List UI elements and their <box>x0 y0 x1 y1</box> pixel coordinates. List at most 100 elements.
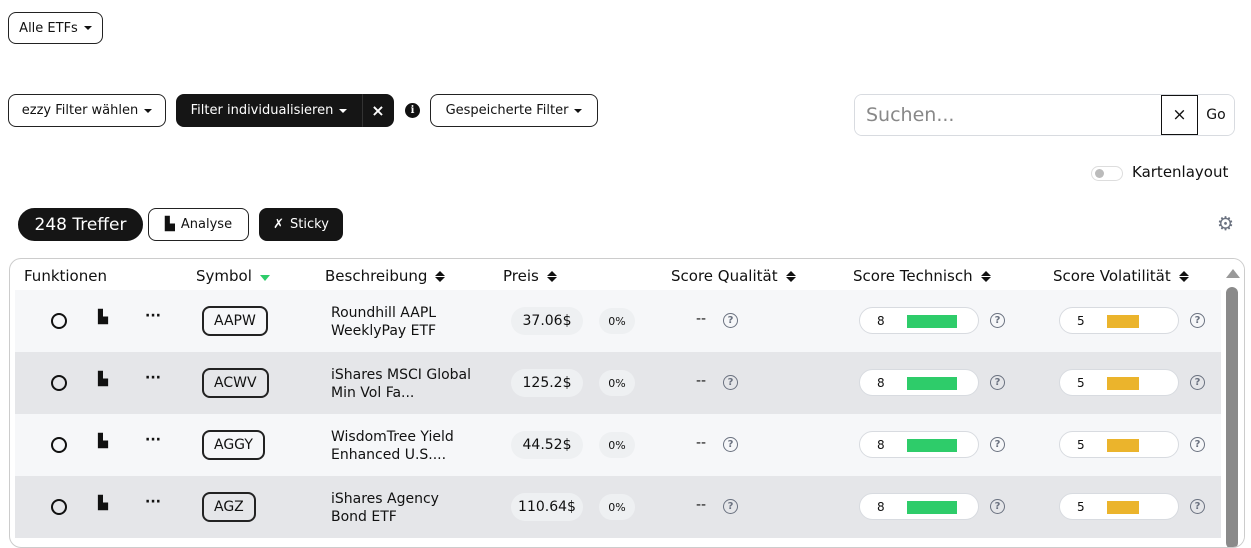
symbol-badge[interactable]: ACWV <box>202 368 269 398</box>
help-icon[interactable]: ? <box>1190 499 1205 514</box>
more-icon[interactable]: ··· <box>145 370 161 386</box>
result-count: 248 Treffer <box>18 208 143 241</box>
help-icon[interactable]: ? <box>1190 313 1205 328</box>
clear-filter-button[interactable]: × <box>362 94 394 127</box>
score-quality: -- <box>696 373 707 389</box>
score-ring-icon[interactable] <box>51 499 67 515</box>
card-layout-toggle[interactable] <box>1091 166 1123 181</box>
info-icon[interactable]: i <box>405 103 420 118</box>
sort-asc-icon <box>259 275 270 281</box>
col-preis[interactable]: Preis <box>503 267 557 285</box>
score-quality: -- <box>696 435 707 451</box>
sort-icon <box>980 270 991 282</box>
description: iShares Agency Bond ETF <box>331 491 439 525</box>
etf-type-dropdown[interactable]: Alle ETFs <box>8 12 103 44</box>
search-input[interactable] <box>855 95 1161 135</box>
help-icon[interactable]: ? <box>990 437 1005 452</box>
caret-down-icon <box>339 108 348 113</box>
score-technical: 8 <box>859 307 979 334</box>
score-volatility: 5 <box>1059 431 1179 458</box>
chart-icon[interactable]: ▙ <box>98 310 108 325</box>
table-row[interactable]: ▙ ··· AGZ iShares Agency Bond ETF 110.64$… <box>15 476 1221 538</box>
chart-icon[interactable]: ▙ <box>98 372 108 387</box>
search-box: × Go <box>854 94 1235 136</box>
score-bar <box>1107 439 1139 452</box>
gear-icon[interactable]: ⚙ <box>1217 213 1235 235</box>
toggle-knob <box>1095 169 1104 178</box>
score-ring-icon[interactable] <box>51 313 67 329</box>
price: 37.06$ <box>511 307 583 335</box>
pin-slash-icon: ✗ <box>273 217 285 232</box>
symbol-badge[interactable]: AGZ <box>202 492 256 522</box>
help-icon[interactable]: ? <box>1190 375 1205 390</box>
analyse-button[interactable]: ▙ Analyse <box>148 208 249 241</box>
score-technical: 8 <box>859 431 979 458</box>
help-icon[interactable]: ? <box>723 313 738 328</box>
price-change: 0% <box>599 432 635 458</box>
col-score-technisch[interactable]: Score Technisch <box>853 267 991 285</box>
help-icon[interactable]: ? <box>723 437 738 452</box>
chart-icon[interactable]: ▙ <box>98 434 108 449</box>
caret-down-icon <box>574 108 583 113</box>
col-score-qualitaet[interactable]: Score Qualität <box>671 267 796 285</box>
individual-filter-label: Filter individualisieren <box>190 103 334 118</box>
help-icon[interactable]: ? <box>723 375 738 390</box>
price-change: 0% <box>599 308 635 334</box>
saved-filters-dropdown[interactable]: Gespeicherte Filter <box>430 94 598 127</box>
help-icon[interactable]: ? <box>990 499 1005 514</box>
description: Roundhill AAPL WeeklyPay ETF <box>331 305 437 339</box>
score-ring-icon[interactable] <box>51 375 67 391</box>
sticky-button[interactable]: ✗ Sticky <box>259 208 343 241</box>
sort-icon <box>435 270 446 282</box>
score-quality: -- <box>696 497 707 513</box>
col-score-volatilitaet[interactable]: Score Volatilität <box>1053 267 1189 285</box>
symbol-badge[interactable]: AGGY <box>202 430 265 460</box>
score-technical: 8 <box>859 369 979 396</box>
description: WisdomTree Yield Enhanced U.S.... <box>331 429 454 463</box>
score-bar <box>907 439 957 452</box>
price: 125.2$ <box>511 369 583 397</box>
ezzy-filter-label: ezzy Filter wählen <box>21 103 139 118</box>
more-icon[interactable]: ··· <box>145 494 161 510</box>
chart-icon: ▙ <box>164 217 175 232</box>
table-row[interactable]: ▙ ··· AAPW Roundhill AAPL WeeklyPay ETF 3… <box>15 290 1221 352</box>
col-funktionen: Funktionen <box>24 267 107 285</box>
sticky-label: Sticky <box>290 217 329 232</box>
score-bar <box>1107 501 1139 514</box>
etf-type-label: Alle ETFs <box>19 20 78 36</box>
symbol-badge[interactable]: AAPW <box>202 306 268 336</box>
help-icon[interactable]: ? <box>990 375 1005 390</box>
table-row[interactable]: ▙ ··· AGGY WisdomTree Yield Enhanced U.S.… <box>15 414 1221 476</box>
score-technical: 8 <box>859 493 979 520</box>
more-icon[interactable]: ··· <box>145 432 161 448</box>
help-icon[interactable]: ? <box>1190 437 1205 452</box>
ezzy-filter-dropdown[interactable]: ezzy Filter wählen <box>8 94 166 127</box>
score-volatility: 5 <box>1059 307 1179 334</box>
col-symbol[interactable]: Symbol <box>196 267 270 285</box>
score-bar <box>907 377 957 390</box>
search-go-button[interactable]: Go <box>1197 95 1234 135</box>
price-change: 0% <box>599 370 635 396</box>
score-quality: -- <box>696 311 707 327</box>
score-bar <box>1107 315 1139 328</box>
score-bar <box>1107 377 1139 390</box>
individual-filter-dropdown[interactable]: Filter individualisieren <box>176 94 362 127</box>
score-bar <box>907 315 957 328</box>
saved-filters-label: Gespeicherte Filter <box>445 103 569 118</box>
caret-down-icon <box>83 26 92 30</box>
table-row[interactable]: ▙ ··· ACWV iShares MSCI Global Min Vol Fa… <box>15 352 1221 414</box>
help-icon[interactable]: ? <box>990 313 1005 328</box>
sort-icon <box>1178 270 1189 282</box>
sort-icon <box>546 270 557 282</box>
search-clear-button[interactable]: × <box>1161 95 1197 135</box>
scrollbar[interactable] <box>1223 259 1244 547</box>
card-layout-label: Kartenlayout <box>1132 163 1229 181</box>
scroll-thumb[interactable] <box>1226 287 1238 547</box>
sort-icon <box>785 270 796 282</box>
chart-icon[interactable]: ▙ <box>98 496 108 511</box>
score-ring-icon[interactable] <box>51 437 67 453</box>
more-icon[interactable]: ··· <box>145 308 161 324</box>
scroll-up-icon[interactable] <box>1226 269 1240 278</box>
col-beschreibung[interactable]: Beschreibung <box>325 267 446 285</box>
help-icon[interactable]: ? <box>723 499 738 514</box>
